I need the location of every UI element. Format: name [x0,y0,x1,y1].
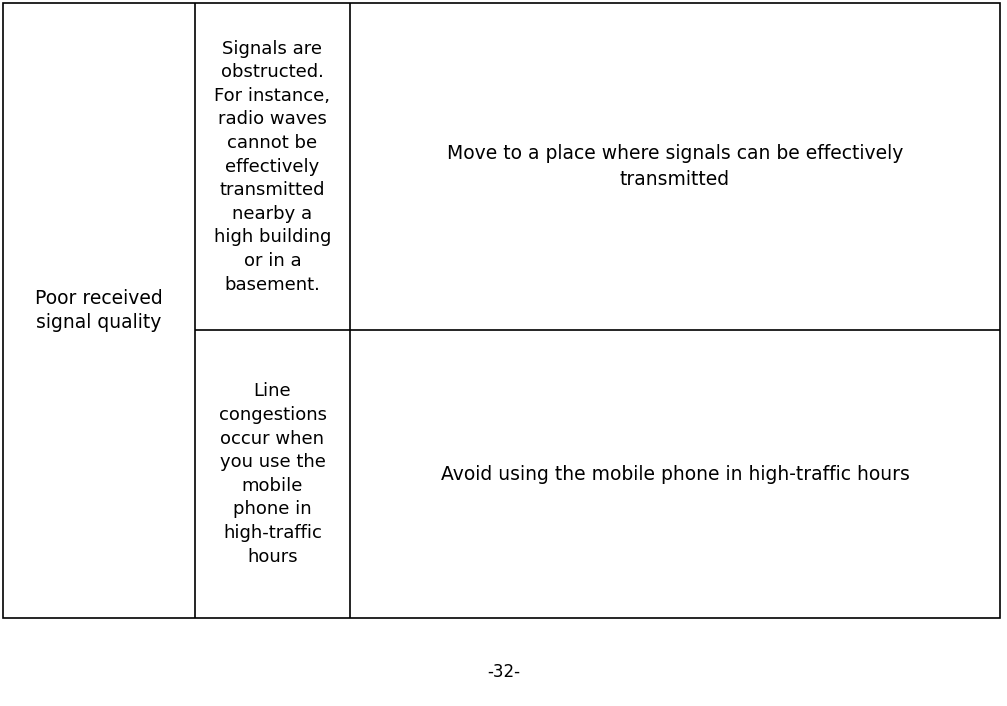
Bar [3,3,1000,618]
Text: Poor received
signal quality: Poor received signal quality [35,289,163,333]
Text: Signals are
obstructed.
For instance,
radio waves
cannot be
effectively
transmit: Signals are obstructed. For instance, ra… [213,40,331,294]
Text: Move to a place where signals can be effectively
transmitted: Move to a place where signals can be eff… [447,144,903,189]
Text: Avoid using the mobile phone in high-traffic hours: Avoid using the mobile phone in high-tra… [441,465,909,484]
Text: Line
congestions
occur when
you use the
mobile
phone in
high-traffic
hours: Line congestions occur when you use the … [219,383,326,566]
Text: -32-: -32- [487,663,520,681]
